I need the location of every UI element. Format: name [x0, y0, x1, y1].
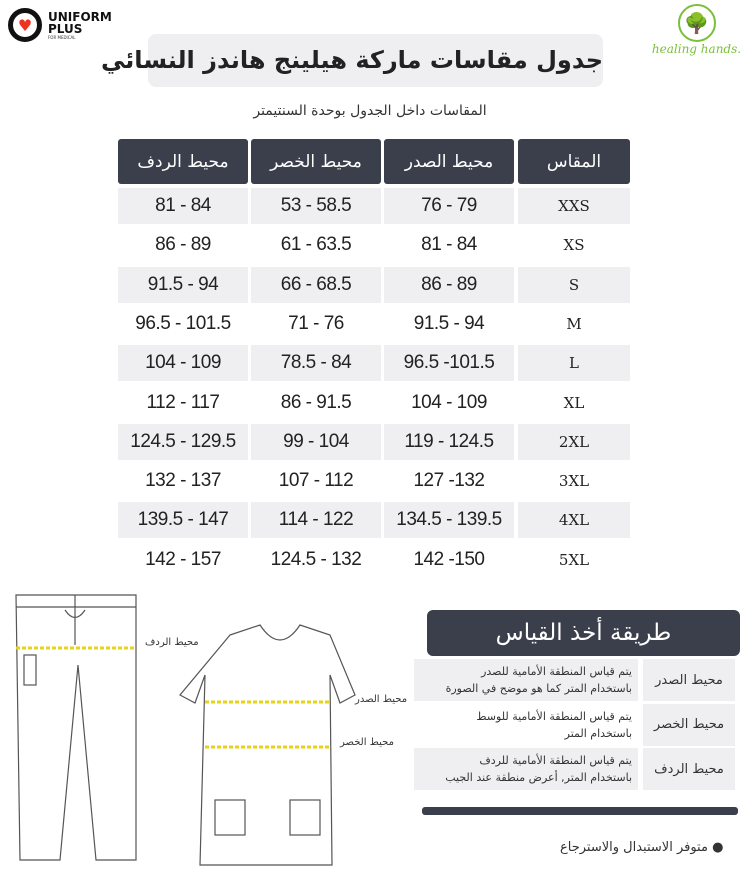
howto-line: باستخدام المتر — [564, 726, 632, 740]
return-note-text: متوفر الاستبدال والاسترجاع — [560, 840, 708, 855]
cell-hip: 104 - 109 — [118, 345, 248, 382]
cell-size: 5XL — [558, 550, 590, 569]
cell-hip: 112 - 117 — [146, 391, 220, 413]
cell-size: M — [566, 314, 582, 333]
cell-waist: 114 - 122 — [251, 502, 381, 539]
cell-chest: 96.5 -101.5 — [384, 345, 514, 382]
howto-label: محيط الردف — [643, 748, 735, 790]
cell-waist: 66 - 68.5 — [251, 266, 381, 303]
howto-line: باستخدام المتر كما هو موضح في الصورة — [445, 682, 632, 695]
top-illustration — [179, 624, 356, 866]
cell-size: XL — [563, 393, 585, 412]
tree-icon: 🌳 — [677, 4, 716, 42]
cell-waist: 71 - 76 — [288, 312, 344, 334]
cell-hip: 124.5 - 129.5 — [118, 423, 248, 460]
cell-hip: 81 - 84 — [118, 188, 248, 224]
cell-hip: 139.5 - 147 — [118, 502, 248, 539]
cell-size: S — [518, 266, 630, 303]
cell-chest: 127 -132 — [413, 470, 485, 492]
howto-description: يتم قياس المنطقة الأمامية للردف باستخدام … — [414, 748, 638, 790]
cell-hip: 96.5 - 101.5 — [135, 312, 231, 334]
cell-chest: 142 -150 — [413, 548, 485, 570]
howto-description: يتم قياس المنطقة الأمامية للصدر باستخدام … — [414, 659, 638, 701]
cell-hip: 142 - 157 — [145, 548, 221, 570]
units-note: المقاسات داخل الجدول بوحدة السنتيمتر — [253, 103, 487, 119]
howto-label: محيط الخصر — [643, 703, 735, 746]
cell-chest: 104 - 109 — [411, 391, 487, 413]
cell-waist: 61 - 63.5 — [280, 234, 352, 256]
garment-diagram — [15, 594, 356, 866]
cell-size: L — [518, 345, 630, 382]
cell-hip: 91.5 - 94 — [118, 266, 248, 303]
howto-description: يتم قياس المنطقة الأمامية للوسط باستخدام … — [414, 704, 638, 746]
cell-chest: 81 - 84 — [421, 234, 477, 256]
cell-size: 2XL — [518, 423, 630, 460]
howto-line: باستخدام المتر, أعرض منطقة عند الجيب — [445, 771, 632, 784]
howto-line: يتم قياس المنطقة الأمامية للوسط — [476, 709, 632, 723]
logo-text: UNIFORM — [48, 9, 112, 24]
cell-hip: 132 - 137 — [145, 470, 221, 492]
pants-illustration — [15, 594, 137, 861]
chest-label: محيط الصدر — [355, 694, 408, 705]
cell-chest: 91.5 - 94 — [413, 312, 485, 334]
header-chest: محيط الصدر — [384, 139, 514, 184]
cell-size: 3XL — [558, 472, 590, 491]
waist-label: محيط الخصر — [340, 737, 394, 748]
logo-name: healing hands. — [651, 42, 742, 56]
healing-hands-logo: 🌳 healing hands. — [640, 4, 753, 56]
cell-hip: 86 - 89 — [155, 234, 211, 256]
cell-chest: 86 - 89 — [384, 266, 514, 303]
howto-line: يتم قياس المنطقة الأمامية للصدر — [481, 665, 632, 678]
uniform-plus-logo: ♥ UNIFORM PLUS FOR MEDICAL — [8, 8, 112, 42]
cell-waist: 124.5 - 132 — [270, 548, 362, 570]
logo-tag: FOR MEDICAL — [48, 34, 76, 40]
cell-waist: 78.5 - 84 — [251, 345, 381, 382]
header-size: المقاس — [518, 139, 630, 184]
howto-line: يتم قياس المنطقة الأمامية للردف — [479, 754, 632, 767]
cell-waist: 53 - 58.5 — [251, 188, 381, 224]
cell-size: 4XL — [518, 502, 630, 539]
cell-waist: 107 - 112 — [278, 470, 354, 492]
howto-title: طريقة أخذ القياس — [427, 610, 740, 656]
cell-chest: 76 - 79 — [384, 188, 514, 224]
cell-waist: 99 - 104 — [251, 423, 381, 460]
cell-size: XS — [563, 236, 585, 255]
cell-waist: 86 - 91.5 — [280, 391, 352, 413]
logo-text: PLUS — [48, 21, 83, 36]
howto-label: محيط الصدر — [643, 659, 735, 701]
page-title: جدول مقاسات ماركة هيلينج هاندز النسائي — [101, 34, 603, 87]
header-hip: محيط الردف — [118, 139, 248, 184]
return-note: ● متوفر الاستبدال والاسترجاع — [560, 840, 724, 855]
hip-label: محيط الردف — [145, 637, 199, 648]
header-waist: محيط الخصر — [251, 139, 381, 184]
cell-chest: 119 - 124.5 — [384, 423, 514, 460]
cell-chest: 134.5 - 139.5 — [384, 502, 514, 539]
cell-size: XXS — [518, 188, 630, 224]
heart-icon: ♥ — [8, 8, 42, 42]
divider-bar — [422, 807, 738, 815]
